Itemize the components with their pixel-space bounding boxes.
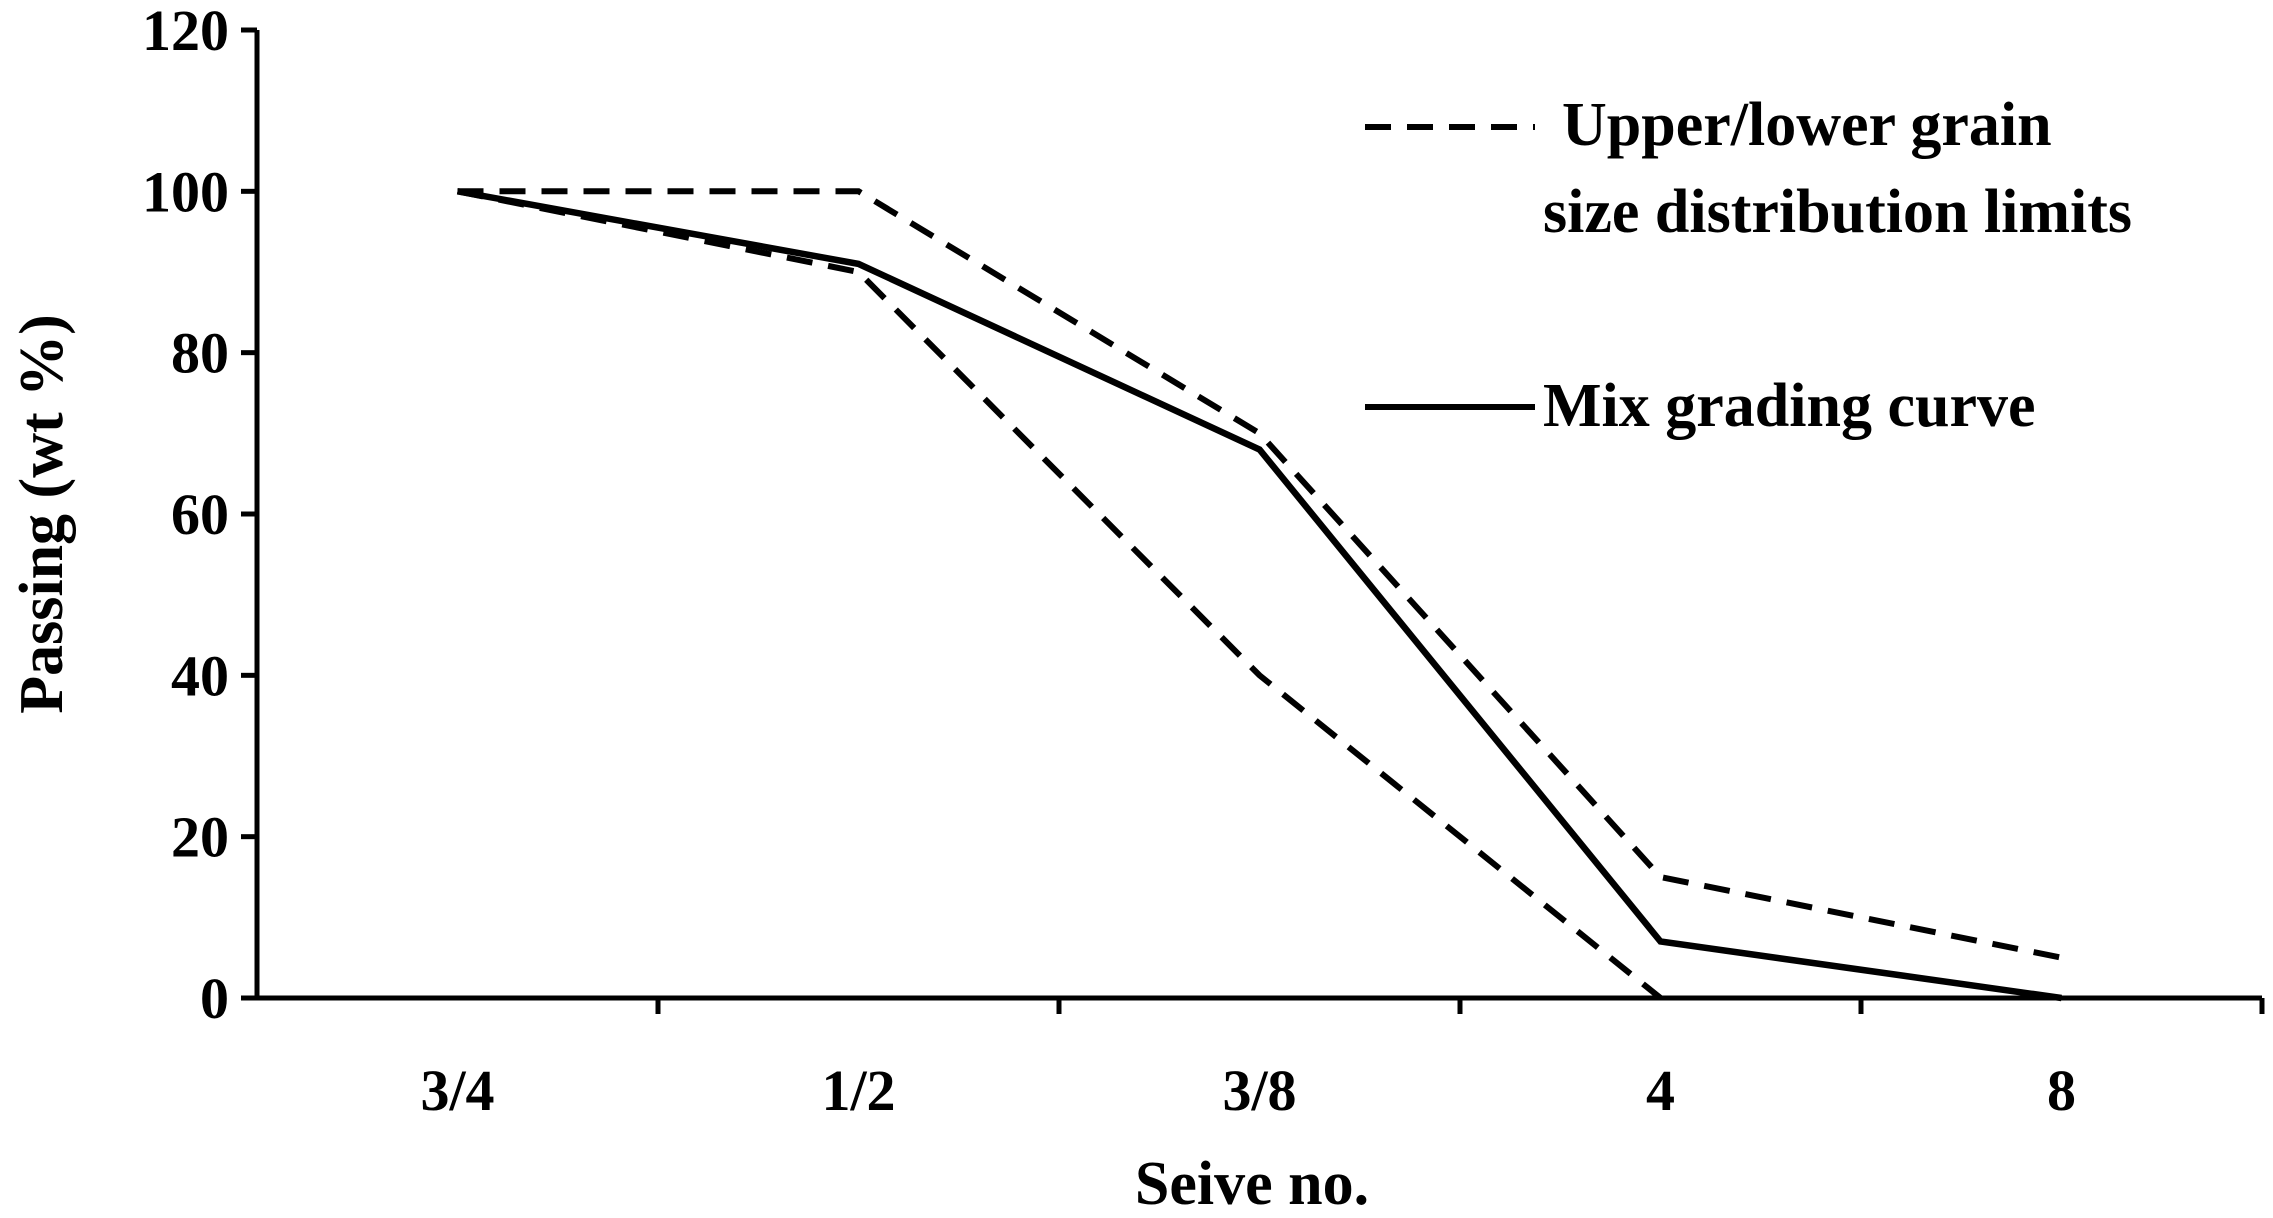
- y-tick-label: 80: [171, 321, 229, 386]
- y-tick-label: 0: [200, 966, 229, 1031]
- legend: Upper/lower grain size distribution limi…: [1365, 91, 2132, 440]
- y-tick-label: 120: [142, 0, 229, 63]
- legend-dashed-label-line1: Upper/lower grain: [1562, 91, 2052, 159]
- y-tick-label: 60: [171, 482, 229, 547]
- legend-dashed-label-line2: size distribution limits: [1543, 178, 2132, 246]
- y-tick-label: 40: [171, 643, 229, 708]
- x-tick-label: 1/2: [821, 1058, 895, 1123]
- x-axis-title: Seive no.: [1135, 1150, 1369, 1218]
- series-line-lower: [456, 188, 1663, 1001]
- x-tick-label: 8: [2047, 1058, 2076, 1123]
- y-tick-label: 20: [171, 805, 229, 870]
- series-line-mix: [456, 188, 2062, 1002]
- series-line-upper: [457, 188, 2063, 961]
- y-tick-label: 100: [142, 159, 229, 224]
- axes: [254, 30, 2262, 1001]
- series-layer: [456, 188, 2063, 1002]
- x-tick-label: 4: [1646, 1058, 1675, 1123]
- y-ticks: 0 20 40 60 80 100 120: [142, 0, 257, 1031]
- legend-solid-label: Mix grading curve: [1543, 372, 2036, 440]
- y-axis-title: Passing (wt %): [8, 314, 76, 714]
- x-ticks: 3/4 1/2 3/8 4 8: [420, 998, 2265, 1123]
- x-tick-label: 3/4: [420, 1058, 494, 1123]
- x-tick-label: 3/8: [1222, 1058, 1296, 1123]
